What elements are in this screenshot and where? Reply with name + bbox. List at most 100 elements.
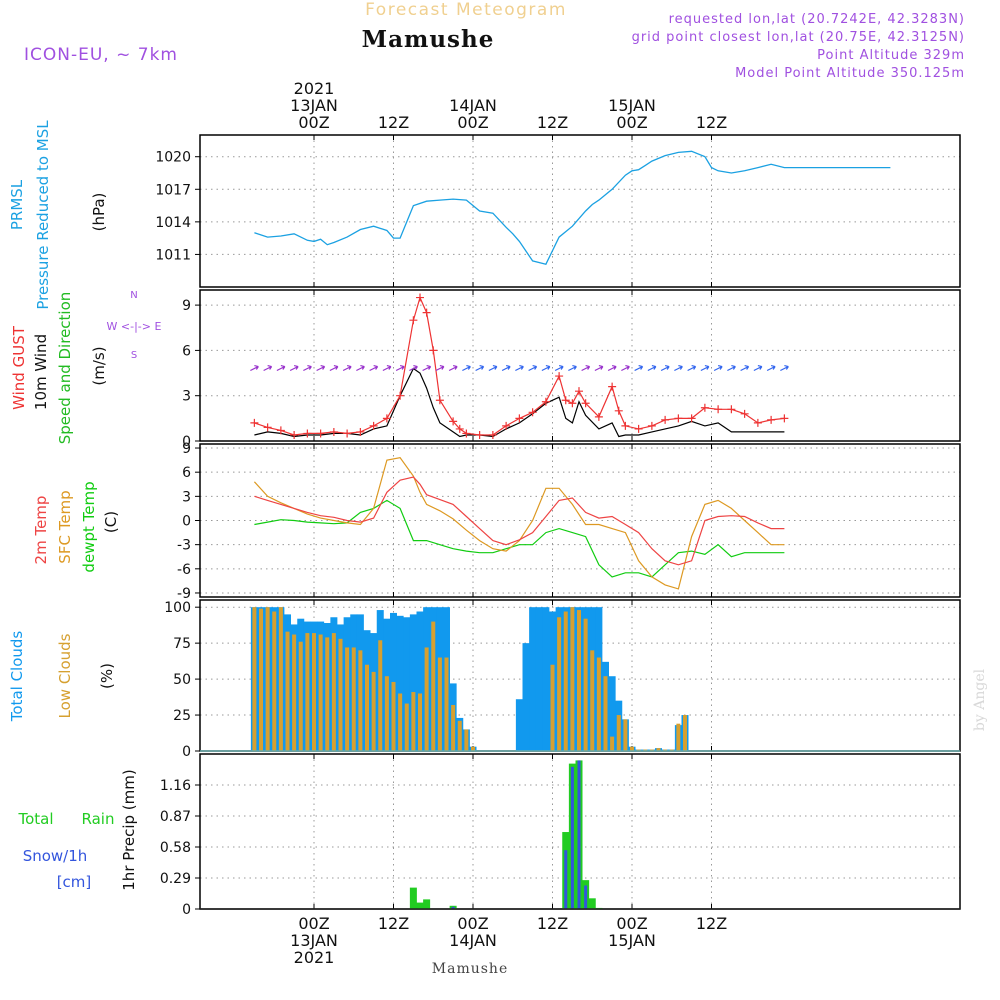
low-clouds-bar [570, 607, 575, 751]
credit-watermark: by Angel [972, 668, 988, 731]
low-clouds-bar [318, 634, 323, 751]
wind-gust-marker [290, 430, 299, 439]
low-clouds-bar [404, 703, 409, 751]
wind-direction-arrow [435, 364, 445, 372]
wind-direction-arrow [422, 364, 432, 372]
wind-gust-marker [409, 316, 418, 325]
low-clouds-bar [411, 692, 416, 751]
y-tick-label: 75 [173, 636, 191, 652]
total-precip-bar [409, 887, 417, 909]
sfc-temp-line [253, 457, 785, 590]
wind-gust-marker [502, 421, 511, 430]
time-label-bottom: 12Z [378, 914, 409, 933]
wind-direction-arrow [501, 364, 511, 372]
wind-gust-marker [674, 414, 683, 423]
wind-direction-arrow [674, 364, 683, 372]
wind-gust-marker [753, 418, 762, 427]
temp-2m-label: 2m Temp [32, 496, 50, 565]
wind-gust-marker [276, 426, 285, 435]
panel-pressure: 1011 1014 1017 1020 [155, 134, 961, 288]
direction-label: Speed and Direction [56, 292, 74, 445]
low-clouds-bar [557, 617, 562, 751]
wind-gust-marker [316, 429, 325, 438]
low-clouds-bar [325, 637, 330, 751]
plot-area: 10111014101710200369-9-6-303690255075100… [8, 79, 961, 967]
wind-gust-marker [687, 414, 696, 423]
time-label-top: 12Z [537, 113, 568, 132]
wind-gust-marker [329, 427, 338, 436]
wind-gust-marker [581, 399, 590, 408]
wind-gust-marker [608, 382, 617, 391]
time-label-top: 12Z [378, 113, 409, 132]
snow-label: Snow/1h [23, 847, 88, 865]
wind-gust-marker [396, 391, 405, 400]
wind-direction-arrow [329, 364, 339, 372]
y-tick-label: 3 [182, 389, 191, 405]
requested-coords: requested lon,lat (20.7242E, 42.3283N) [669, 12, 965, 27]
wind-gust-marker [429, 346, 438, 355]
time-label-bottom: 00Z [616, 914, 647, 933]
wind-gust-marker [422, 308, 431, 317]
low-clouds-bar [623, 719, 628, 751]
wind-direction-arrow [263, 364, 273, 372]
low-clouds-bar [610, 736, 615, 751]
y-tick-label: 1011 [155, 247, 191, 263]
wind-gust-marker [780, 414, 789, 423]
point-altitude: Point Altitude 329m [817, 48, 965, 63]
low-clouds-bar [630, 746, 634, 751]
snow-bar [564, 850, 568, 909]
y-tick-label: 50 [173, 672, 191, 688]
low-clouds-bar [371, 671, 376, 751]
time-label-bottom: 00Z [298, 914, 329, 933]
wind-direction-arrow [568, 364, 577, 372]
dewpoint-line [254, 499, 785, 578]
total-clouds-bar [529, 607, 537, 751]
low-clouds-label: Low Clouds [56, 633, 74, 718]
time-label-top: 15JAN [608, 96, 656, 115]
low-clouds-bar [331, 633, 336, 751]
wind-direction-arrow [621, 364, 630, 372]
low-clouds-bar [683, 715, 687, 751]
low-clouds-bar [272, 611, 277, 751]
low-clouds-bar [577, 610, 581, 751]
y-tick-label: 9 [182, 441, 191, 457]
low-clouds-bar [298, 641, 303, 751]
wind-label: 10m Wind [32, 334, 50, 410]
total-label: Total [17, 810, 53, 828]
y-tick-label: 1017 [155, 182, 191, 198]
time-label-top: 13JAN [290, 96, 338, 115]
low-clouds-bar [391, 681, 396, 751]
panel-precipitation: 0 0.29 0.58 0.87 1.16 [160, 753, 961, 918]
wind-direction-arrow [554, 364, 564, 372]
y-tick-label: 3 [182, 489, 191, 505]
wind-direction-arrow [766, 364, 776, 372]
panel-frame [199, 134, 961, 288]
wind-gust-marker [561, 396, 570, 405]
low-clouds-bar [259, 608, 263, 751]
wind-gust-marker [462, 429, 471, 438]
panel-temperature: -9 -6 -3 0 3 6 9 [177, 441, 961, 602]
y-tick-label: 6 [182, 465, 191, 481]
panel-frame [199, 289, 961, 442]
wind-direction-arrow [753, 364, 763, 372]
wind-gust-marker [740, 409, 749, 418]
wind-gust-marker [435, 396, 444, 405]
total-clouds-bar [535, 607, 543, 751]
temp-2m-line [254, 476, 785, 566]
wind-direction-arrow [276, 364, 286, 372]
time-label-top: 00Z [616, 113, 647, 132]
y-tick-label: 0 [182, 744, 191, 760]
rain-label: Rain [82, 810, 115, 828]
low-clouds-bar [431, 621, 436, 751]
wind-gust-marker [528, 408, 537, 417]
y-tick-label: 0 [182, 514, 191, 530]
wind-gust-marker [634, 424, 643, 433]
low-clouds-bar [550, 664, 555, 751]
pressure-unit: (hPa) [90, 193, 108, 232]
wind-gust-marker [700, 403, 709, 412]
wind-gust-marker [727, 405, 736, 414]
wind-gust-marker [541, 397, 550, 406]
wind-direction-arrow [700, 364, 710, 372]
wind-gust-marker [343, 429, 352, 438]
wind-direction-arrow [581, 364, 591, 372]
